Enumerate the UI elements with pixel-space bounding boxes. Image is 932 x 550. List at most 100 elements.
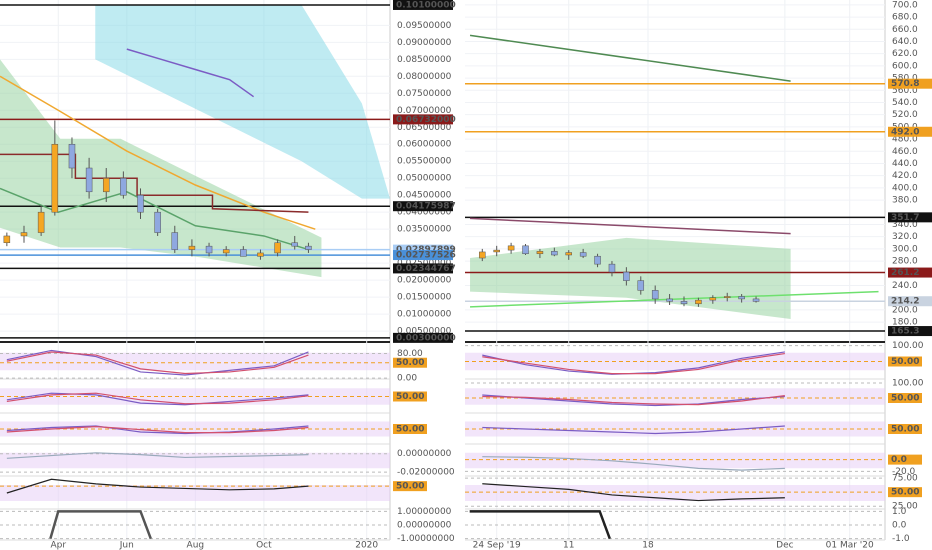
- y-tick-label: 640.0: [892, 37, 918, 47]
- candle-body: [680, 301, 688, 305]
- oscillator-line: [6, 349, 309, 376]
- level-badge-label: 50.00: [891, 488, 919, 498]
- oscillator-line: [482, 394, 785, 407]
- indicator-line: [469, 34, 791, 82]
- level-badge-label: 50.00: [396, 482, 424, 492]
- y-tick-label: 0.05000000: [397, 174, 452, 184]
- price-badge-label: 165.3: [891, 327, 919, 337]
- candle-body: [51, 143, 59, 213]
- y-tick-label: 580.0: [892, 74, 918, 84]
- x-tick-label: Apr: [50, 541, 66, 550]
- candle-body: [666, 298, 673, 302]
- x-tick-label: 2020: [355, 541, 378, 550]
- level-badge: [888, 424, 922, 434]
- candle-body: [120, 177, 127, 196]
- oscillator-line: [482, 425, 785, 435]
- level-badge-label: 50.00: [891, 357, 919, 367]
- y-tick-label: 1.0: [892, 507, 907, 517]
- candle-body: [85, 167, 93, 193]
- oscillator-line: [6, 425, 309, 435]
- y-tick-label: 0.06000000: [397, 140, 452, 150]
- candle-body: [305, 245, 312, 250]
- y-tick-label: 80.00: [397, 349, 423, 359]
- indicator-line: [0, 75, 316, 230]
- y-tick-label: 0.00: [397, 374, 417, 384]
- price-badge-label: 0.00300000: [396, 333, 456, 343]
- oscillator-line: [6, 392, 309, 406]
- price-badge-label: 492.0: [891, 127, 919, 137]
- pane-band: [465, 388, 885, 405]
- level-badge: [393, 481, 427, 492]
- y-tick-label: 620.0: [892, 49, 918, 59]
- y-tick-label: 0.07000000: [397, 106, 452, 116]
- oscillator-line: [49, 510, 152, 540]
- y-tick-label: 0.01000000: [397, 310, 452, 320]
- price-badge: [393, 250, 453, 261]
- candle-body: [551, 251, 558, 256]
- x-tick-label: Dec: [776, 541, 793, 550]
- candle-body: [205, 245, 213, 254]
- level-badge: [888, 487, 922, 498]
- oscillator-line: [6, 351, 309, 375]
- pane-band: [0, 485, 390, 501]
- y-tick-label: 560.0: [892, 86, 918, 96]
- y-tick-label: -1.0: [892, 534, 910, 544]
- indicator-line: [126, 48, 255, 98]
- price-badge: [393, 244, 453, 255]
- y-tick-label: 660.0: [892, 25, 918, 35]
- y-tick-label: 0.0: [892, 521, 907, 531]
- price-badge-label: 0.04175987: [396, 202, 456, 212]
- x-tick-label: Aug: [187, 541, 205, 550]
- level-badge: [393, 391, 427, 402]
- pane-band: [0, 352, 390, 371]
- price-badge: [888, 212, 932, 223]
- y-tick-label: 380.0: [892, 196, 918, 206]
- candle-body: [536, 251, 544, 255]
- y-tick-label: 280.0: [892, 257, 918, 267]
- candle-body: [3, 235, 11, 244]
- indicator-line: [0, 153, 309, 213]
- y-tick-label: 0.09500000: [397, 21, 452, 31]
- candle-body: [257, 252, 264, 257]
- level-badge: [888, 393, 922, 403]
- y-tick-label: 0.00500000: [397, 327, 452, 337]
- y-tick-label: 0.09000000: [397, 38, 452, 48]
- level-badge-label: 50.00: [891, 425, 919, 435]
- y-tick-label: 25.00: [892, 502, 918, 512]
- level-badge: [888, 356, 922, 367]
- x-tick-label: 01 Mar '20: [826, 541, 874, 550]
- level-badge: [393, 424, 427, 434]
- candle-body: [102, 177, 110, 193]
- candle-body: [651, 290, 659, 300]
- price-badge: [888, 296, 932, 307]
- candle-body: [274, 242, 281, 254]
- indicator-line: [470, 290, 879, 308]
- candle-body: [637, 280, 645, 291]
- y-tick-label: 0.08500000: [397, 55, 452, 65]
- candle-body: [709, 297, 717, 301]
- price-badge-label: 0.06732000: [396, 115, 456, 125]
- y-tick-label: -0.02000000: [397, 468, 455, 478]
- x-tick-label: Jun: [119, 541, 134, 550]
- price-badge: [393, 201, 453, 212]
- band: [95, 4, 391, 199]
- oscillator-line: [482, 352, 785, 375]
- y-tick-label: 0.05500000: [397, 157, 452, 167]
- price-badge: [888, 326, 932, 337]
- price-badge: [393, 263, 453, 274]
- pane-band: [0, 452, 390, 469]
- price-badge-label: 570.8: [891, 79, 919, 89]
- y-tick-label: 420.0: [892, 171, 918, 181]
- price-badge: [888, 267, 932, 278]
- candle-body: [188, 245, 196, 250]
- candle-body: [623, 271, 630, 281]
- level-badge-label: 50.00: [396, 425, 424, 435]
- y-tick-label: 680.0: [892, 13, 918, 23]
- oscillator-line: [6, 478, 309, 494]
- price-badge: [393, 114, 453, 125]
- y-tick-label: 180.0: [892, 318, 918, 328]
- price-badge-label: 214.2: [891, 297, 919, 307]
- oscillator-line: [482, 395, 785, 406]
- y-tick-label: 400.0: [892, 183, 918, 193]
